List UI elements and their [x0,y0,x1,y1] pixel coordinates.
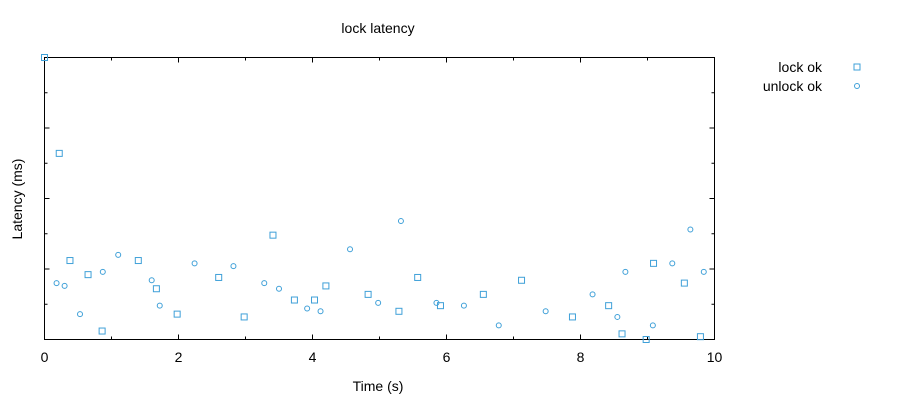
point-lock-ok [518,276,526,284]
legend: lock ok unlock ok [763,59,861,94]
point-unlock-ok [276,285,282,292]
point-unlock-ok [347,246,354,253]
legend-label: unlock ok [763,78,823,94]
point-unlock-ok [230,263,237,270]
point-lock-ok [311,296,319,304]
point-lock-ok [84,271,92,279]
point-lock-ok [364,290,372,298]
point-unlock-ok [589,291,596,298]
point-unlock-ok [614,313,621,320]
point-lock-ok [55,149,63,157]
x-tick-label: 6 [443,349,451,365]
point-unlock-ok [156,302,163,309]
legend-marker-unlock-ok [854,83,860,89]
point-lock-ok [269,231,277,239]
x-axis-label: Time (s) [353,378,404,394]
point-lock-ok [618,330,626,338]
point-lock-ok [173,310,181,318]
x-tick-label: 4 [309,349,317,365]
point-lock-ok [41,54,48,61]
point-lock-ok [395,307,403,315]
point-unlock-ok [433,299,440,306]
point-lock-ok [290,296,298,304]
point-unlock-ok [700,268,707,275]
point-unlock-ok [61,282,68,289]
point-unlock-ok [77,311,84,318]
point-unlock-ok [375,299,382,306]
point-lock-ok [650,259,658,267]
point-unlock-ok [622,268,629,275]
legend-marker-lock-ok [853,63,861,71]
point-lock-ok [66,257,74,265]
point-lock-ok [642,336,650,343]
point-lock-ok [134,257,142,265]
point-unlock-ok [53,280,60,287]
point-lock-ok [568,313,576,321]
point-unlock-ok [542,308,549,315]
x-tick-label: 8 [577,349,585,365]
point-unlock-ok [687,226,694,233]
x-axis: 0 2 4 6 8 10 [41,57,723,365]
point-unlock-ok [669,260,676,267]
point-unlock-ok [191,260,198,267]
x-tick-label: 10 [707,349,723,365]
legend-label: lock ok [778,59,823,75]
data-points [41,54,707,343]
y-axis [44,57,715,340]
point-unlock-ok [649,322,656,329]
point-lock-ok [479,290,487,298]
point-unlock-ok [317,308,324,315]
point-lock-ok [680,279,688,287]
chart-title: lock latency [341,20,414,36]
point-unlock-ok [304,305,311,312]
y-axis-label: Latency (ms) [9,159,25,240]
point-lock-ok [152,285,160,293]
point-unlock-ok [397,218,404,225]
point-unlock-ok [495,322,502,329]
point-unlock-ok [261,280,268,287]
point-unlock-ok [115,251,122,258]
point-lock-ok [605,302,613,310]
point-unlock-ok [148,277,155,284]
plot-frame [44,57,715,340]
point-lock-ok [98,327,106,335]
point-lock-ok [696,333,704,341]
point-unlock-ok [99,268,106,275]
point-lock-ok [240,313,248,321]
point-lock-ok [322,282,330,290]
point-lock-ok [215,273,223,281]
x-tick-label: 2 [175,349,183,365]
point-unlock-ok [460,302,467,309]
x-tick-label: 0 [41,349,49,365]
point-lock-ok [414,273,422,281]
